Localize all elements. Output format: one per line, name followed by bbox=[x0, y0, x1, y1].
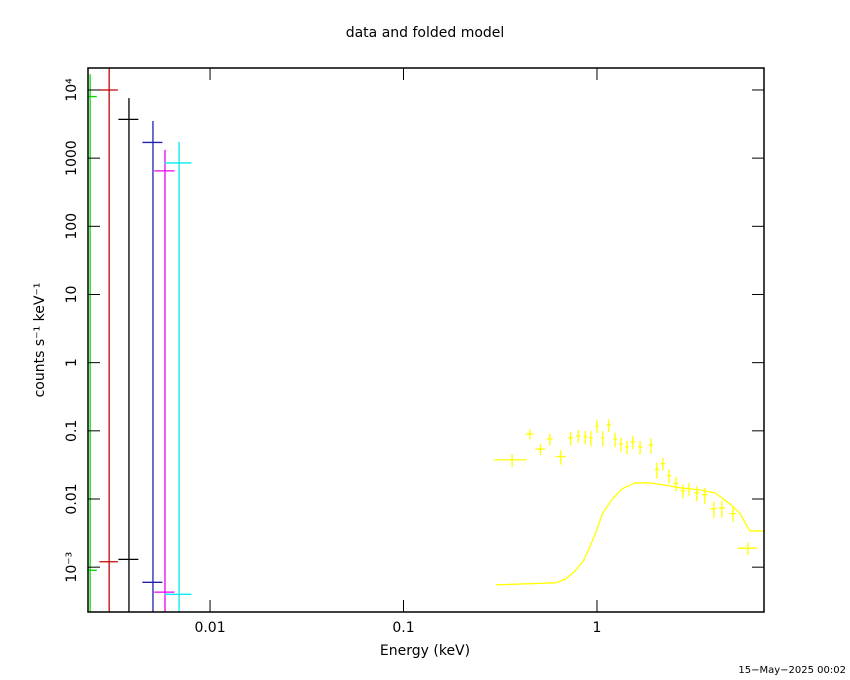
y-tick-label: 10 bbox=[64, 286, 80, 304]
y-tick-label: 10⁻³ bbox=[64, 552, 80, 583]
y-tick-label: 0.1 bbox=[64, 420, 80, 442]
y-tick-label: 100 bbox=[64, 213, 80, 240]
y-tick-label: 1000 bbox=[64, 140, 80, 176]
plot-area bbox=[88, 68, 764, 612]
timestamp: 15−May−2025 00:02 bbox=[738, 665, 846, 676]
x-tick-label: 1 bbox=[593, 620, 602, 636]
model-line bbox=[495, 482, 764, 586]
plot-frame bbox=[87, 67, 765, 613]
y-axis-label: counts s⁻¹ keV⁻¹ bbox=[32, 283, 48, 398]
x-tick-label: 0.1 bbox=[392, 620, 414, 636]
y-tick-label: 0.01 bbox=[64, 483, 80, 514]
y-tick-label: 1 bbox=[64, 358, 80, 367]
chart-title: data and folded model bbox=[346, 25, 505, 41]
x-axis-label: Energy (keV) bbox=[380, 643, 470, 659]
x-tick-label: 0.01 bbox=[194, 620, 225, 636]
y-tick-label: 10⁴ bbox=[64, 78, 80, 102]
